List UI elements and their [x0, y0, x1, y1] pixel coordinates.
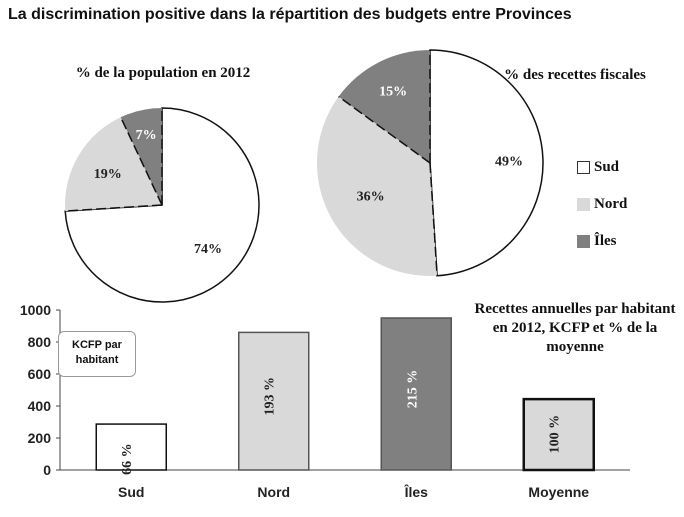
pie-label-nord: 19%	[94, 167, 122, 182]
y-axis-label-line2: habitant	[75, 354, 119, 366]
pie-label-sud: 49%	[495, 155, 523, 170]
pie-label-sud: 74%	[194, 242, 222, 257]
pie-divider	[120, 116, 163, 206]
pie-slice-iles	[120, 108, 162, 205]
bar-chart-recettes: 0 200 400 600 800 1000 66 % Sud 193 % Nord 215 % Îl…	[20, 302, 630, 500]
y-axis-label-line1: KCFP par	[72, 339, 122, 351]
legend-item-sud: Sud	[577, 158, 627, 176]
bar-value-label-nord: 193 %	[263, 377, 278, 416]
bar-value-label-sud: 66 %	[120, 443, 135, 475]
pie-population: 74% 19% 7%	[64, 107, 260, 303]
pie-label-nord: 36%	[357, 190, 385, 205]
y-axis-label-box: KCFP par habitant	[58, 331, 136, 377]
bar-moyenne	[522, 397, 595, 472]
y-tick-label: 200	[28, 430, 52, 446]
x-tick-label-iles: Îles	[404, 483, 429, 500]
bar-chart-title: Recettes annuelles par habitant en 2012,…	[474, 301, 676, 355]
pie-divider	[429, 162, 438, 276]
legend-swatch-nord	[577, 197, 590, 211]
pie-slice-nord	[317, 96, 438, 277]
bar-value-label-moyenne: 100 %	[548, 415, 563, 454]
y-tick-label: 1000	[20, 302, 51, 318]
legend-label-iles: Îles	[594, 232, 617, 249]
bar-value-label-iles: 215 %	[405, 370, 420, 409]
x-tick-label-nord: Nord	[257, 484, 290, 500]
legend-item-iles: Îles	[577, 232, 627, 250]
pie-recettes-title: % des recettes fiscales	[504, 67, 646, 83]
bar-iles	[380, 317, 452, 471]
legend-item-nord: Nord	[577, 195, 627, 213]
legend: Sud Nord Îles	[577, 158, 627, 269]
y-tick-label: 0	[43, 462, 51, 478]
pie-population-title: % de la population en 2012	[75, 65, 251, 81]
pie-divider	[338, 95, 431, 164]
x-tick-label-sud: Sud	[118, 484, 144, 500]
legend-label-nord: Nord	[594, 195, 628, 212]
y-tick-label: 600	[28, 366, 52, 382]
legend-label-sud: Sud	[594, 158, 620, 175]
pie-slice-iles	[338, 50, 430, 163]
pie-label-iles: 15%	[379, 85, 407, 100]
chart-main-title: La discrimination positive dans la répar…	[8, 6, 572, 23]
pie-slice-sud	[429, 49, 544, 277]
y-tick-label: 400	[28, 398, 52, 414]
pie-slice-nord	[65, 117, 162, 212]
y-tick-label: 800	[28, 334, 52, 350]
bar-sud	[95, 423, 167, 471]
pie-divider	[65, 204, 163, 212]
pie-label-iles: 7%	[136, 128, 157, 143]
legend-swatch-sud	[577, 160, 590, 174]
legend-swatch-iles	[577, 234, 590, 248]
x-tick-label-moyenne: Moyenne	[528, 484, 589, 500]
pie-recettes: 49% 36% 15%	[317, 49, 544, 277]
bar-nord	[238, 331, 310, 471]
